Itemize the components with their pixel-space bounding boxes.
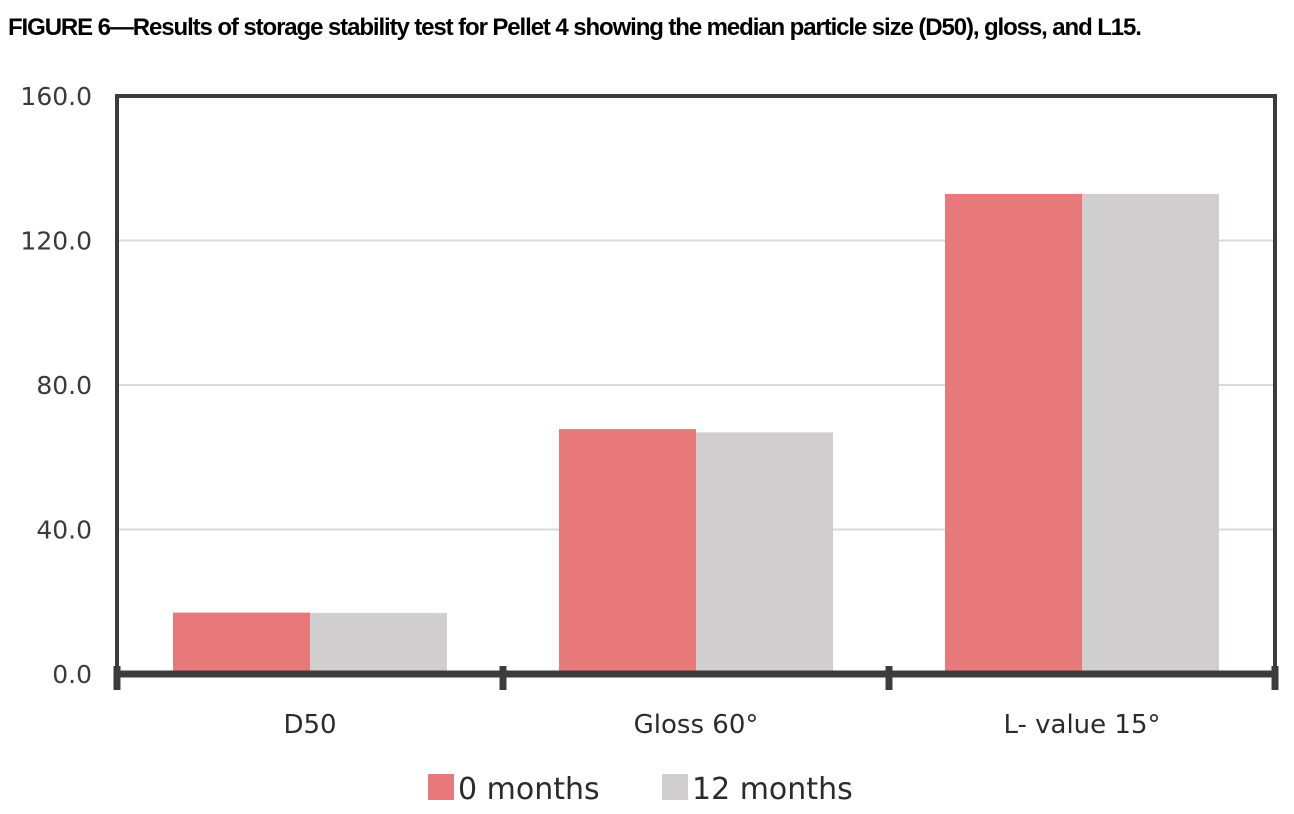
bars: [173, 193, 1219, 674]
figure-caption: FIGURE 6—Results of storage stability te…: [8, 14, 1142, 41]
legend-label: 0 months: [458, 772, 600, 807]
x-category-label: L- value 15°: [1003, 710, 1160, 740]
bar-series-1: [310, 612, 447, 674]
legend: 0 months 12 months: [428, 772, 853, 807]
y-tick-label: 160.0: [20, 82, 92, 111]
y-tick-label: 0.0: [52, 660, 92, 689]
x-category-label: D50: [283, 710, 336, 740]
x-axis-category-labels: D50 Gloss 60° L- value 15°: [283, 710, 1160, 740]
y-tick-label: 120.0: [20, 227, 92, 256]
bar-series-0: [173, 612, 310, 674]
legend-swatch: [662, 774, 688, 800]
bar-series-0: [559, 429, 696, 674]
x-category-label: Gloss 60°: [634, 710, 759, 740]
y-tick-label: 80.0: [36, 371, 92, 400]
y-axis-tick-labels: 0.0 40.0 80.0 120.0 160.0: [20, 82, 92, 689]
legend-label: 12 months: [692, 772, 853, 807]
y-tick-label: 40.0: [36, 516, 92, 545]
plot-frame: [113, 94, 1279, 690]
legend-swatch: [428, 774, 454, 800]
bar-series-1: [1082, 193, 1219, 674]
bar-series-0: [945, 193, 1082, 674]
bar-series-1: [696, 432, 833, 674]
